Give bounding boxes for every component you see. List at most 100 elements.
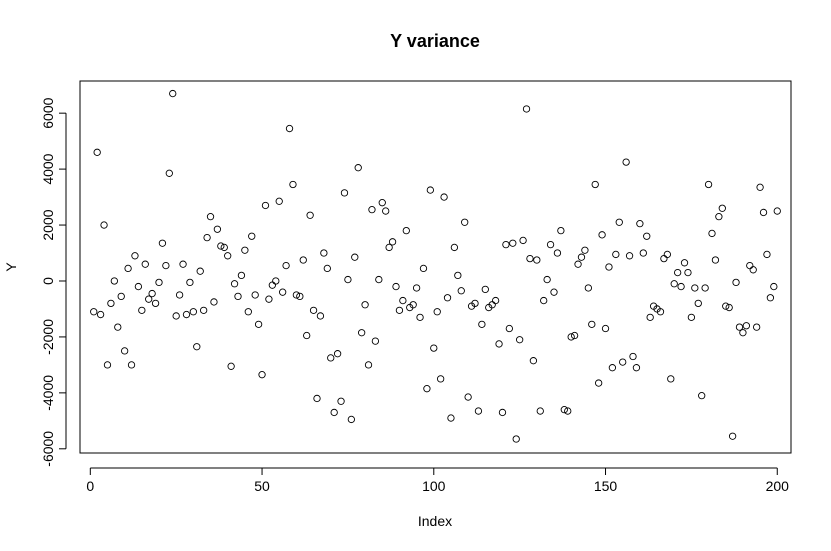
data-point — [746, 261, 754, 270]
data-point — [605, 263, 613, 271]
data-point — [309, 306, 318, 315]
data-point — [759, 208, 768, 217]
data-point — [165, 169, 173, 177]
data-point — [333, 350, 342, 358]
data-point — [368, 206, 376, 214]
data-point — [117, 292, 125, 301]
data-point — [419, 264, 428, 273]
data-point — [241, 246, 249, 254]
data-point — [567, 333, 575, 341]
data-point — [430, 344, 438, 352]
data-point — [461, 218, 469, 226]
chart-title: Y variance — [390, 31, 480, 51]
data-point — [258, 371, 266, 379]
data-point — [344, 275, 352, 284]
data-point — [491, 296, 500, 305]
data-point — [327, 354, 335, 362]
data-point — [440, 193, 448, 201]
data-point — [677, 282, 685, 291]
y-axis-label: Y — [3, 262, 19, 272]
data-point — [275, 197, 283, 205]
data-point — [151, 299, 160, 308]
data-point — [203, 233, 211, 242]
data-point — [347, 415, 355, 424]
data-point — [756, 183, 764, 191]
data-point — [289, 180, 297, 189]
data-point — [206, 213, 215, 221]
data-point — [464, 393, 472, 401]
data-point — [124, 264, 132, 273]
data-point — [131, 252, 139, 260]
data-point — [364, 361, 373, 369]
data-point — [395, 306, 404, 315]
x-tick-label: 150 — [594, 478, 618, 494]
data-point — [189, 308, 197, 316]
data-point — [340, 189, 349, 197]
data-point — [728, 432, 737, 440]
data-point — [358, 329, 366, 337]
data-point — [265, 295, 273, 303]
data-point — [337, 397, 345, 405]
data-point — [495, 340, 503, 348]
data-point — [529, 357, 538, 365]
x-axis-label: Index — [418, 513, 452, 529]
data-point — [471, 299, 479, 308]
data-point — [646, 313, 654, 321]
data-point — [138, 306, 146, 315]
y-tick-label: 2000 — [40, 209, 56, 240]
data-point — [186, 278, 194, 287]
data-point — [402, 226, 410, 235]
data-point — [316, 312, 325, 320]
data-point — [423, 385, 431, 393]
x-axis: 0 50 100 150 200 — [86, 467, 790, 494]
data-point — [516, 336, 524, 344]
data-point — [299, 256, 307, 264]
data-point — [227, 362, 235, 370]
data-point — [622, 158, 630, 166]
x-tick-label: 0 — [86, 478, 94, 494]
data-point — [505, 324, 513, 333]
data-point — [179, 260, 187, 268]
data-point — [371, 337, 380, 345]
data-point — [526, 254, 534, 263]
data-point — [107, 299, 115, 308]
data-point — [636, 219, 644, 228]
data-point — [522, 105, 531, 113]
data-point — [718, 204, 726, 212]
x-tick-label: 200 — [766, 478, 790, 494]
data-point — [382, 207, 390, 215]
data-point — [509, 239, 517, 247]
data-point — [261, 201, 270, 210]
data-point — [722, 302, 730, 310]
data-point — [251, 291, 259, 299]
data-point — [90, 308, 98, 316]
data-point — [282, 261, 290, 270]
data-point — [320, 249, 328, 257]
data-point — [601, 324, 610, 333]
data-point — [763, 250, 771, 259]
data-point — [742, 322, 750, 330]
data-point — [560, 405, 568, 414]
data-point — [279, 288, 287, 296]
data-point — [753, 323, 761, 331]
data-point — [660, 254, 668, 263]
data-point — [708, 229, 716, 238]
data-point — [570, 331, 579, 340]
data-point — [303, 331, 311, 340]
data-point — [766, 294, 775, 302]
data-point — [330, 408, 338, 417]
data-point — [323, 264, 331, 273]
data-point — [739, 329, 747, 337]
data-point — [354, 164, 362, 172]
data-point — [674, 268, 682, 277]
data-point — [632, 364, 641, 372]
data-point — [306, 211, 314, 219]
y-tick-label: 0 — [40, 277, 56, 285]
data-point — [546, 240, 555, 249]
data-point — [121, 347, 129, 355]
data-point — [141, 260, 149, 268]
data-point — [725, 303, 733, 312]
data-point — [687, 313, 696, 321]
data-point — [127, 361, 136, 369]
